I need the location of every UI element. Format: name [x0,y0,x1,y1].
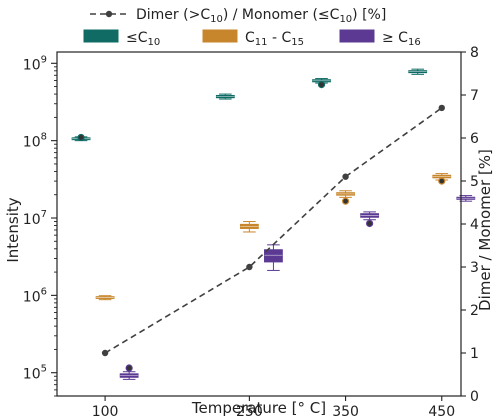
legend-box-swatch [339,29,375,43]
box-outlier [317,81,326,89]
ratio-point [342,173,349,180]
right-tick-label: 3 [470,260,479,276]
box-outlier [438,177,446,185]
left-tick-label: 106 [23,286,47,305]
right-tick-label: 1 [470,346,479,362]
x-tick-label: 350 [332,404,359,420]
legend-box-label: ≥ C16 [382,30,421,48]
left-tick-label: 107 [23,209,47,228]
box [95,295,115,301]
left-axis-label: Intensity [4,197,22,262]
right-tick-label: 2 [470,303,479,319]
legend-box-swatch [83,29,119,43]
right-tick-label: 5 [470,174,479,190]
right-tick-label: 8 [470,45,479,61]
legend-ratio-label: Dimer (>C10) / Monomer (≤C10) [%] [136,7,386,25]
right-tick-label: 0 [470,389,479,405]
box [215,93,235,100]
right-axis-label: Dimer / Monomer [%] [476,149,494,311]
legend: Dimer (>C10) / Monomer (≤C10) [%] ≤C10 C11… [83,7,421,48]
axes: 100 250 350 450 105 106 107 108 109 0 1 2 3 4 5 6 7 8 [23,45,479,420]
ratio-point [246,263,253,271]
box [336,190,355,205]
box [432,173,452,185]
box [119,364,139,380]
legend-box-label: C11 - C15 [245,30,304,48]
right-tick-label: 7 [470,88,479,104]
box [360,211,380,228]
box [456,195,476,202]
ratio-point [101,349,109,357]
plot-area [71,68,476,380]
right-tick-label: 6 [470,131,479,147]
box [239,221,259,233]
box [71,133,91,142]
legend-box-swatch [202,29,238,43]
box [264,244,283,271]
ratio-line [104,107,443,354]
box-body [264,249,283,263]
ratio-point [438,104,445,112]
box-outlier [366,219,374,228]
left-tick-label: 108 [23,132,47,151]
legend-entry-box: ≥ C16 [339,29,421,48]
x-axis-label: Temperature [° C] [191,399,326,417]
legend-ratio-marker-icon [105,10,113,18]
left-tick-label: 109 [23,54,47,73]
legend-entry-ratio: Dimer (>C10) / Monomer (≤C10) [%] [90,7,386,25]
left-tick-label: 105 [23,364,47,383]
box-outlier [125,364,133,372]
right-tick-label: 4 [470,217,479,233]
legend-entry-box: C11 - C15 [202,29,304,48]
box [408,68,428,75]
legend-entry-box: ≤C10 [83,29,160,48]
box-outlier [341,197,350,205]
x-tick-label: 450 [428,404,455,420]
x-tick-label: 100 [92,404,119,420]
box [312,78,331,89]
plot-frame [56,51,462,397]
legend-box-label: ≤C10 [126,30,160,48]
box-outlier [77,133,85,142]
x-tick-label: 250 [236,404,263,420]
